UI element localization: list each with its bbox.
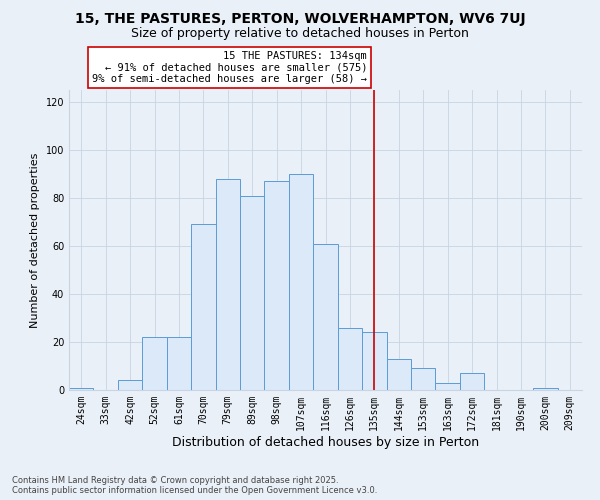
Bar — [191, 224, 215, 390]
Bar — [215, 179, 240, 390]
Bar — [167, 337, 191, 390]
Bar — [142, 337, 167, 390]
Bar — [460, 373, 484, 390]
Text: 15 THE PASTURES: 134sqm
← 91% of detached houses are smaller (575)
9% of semi-de: 15 THE PASTURES: 134sqm ← 91% of detache… — [92, 51, 367, 84]
Bar — [313, 244, 338, 390]
Text: 15, THE PASTURES, PERTON, WOLVERHAMPTON, WV6 7UJ: 15, THE PASTURES, PERTON, WOLVERHAMPTON,… — [74, 12, 526, 26]
Bar — [436, 383, 460, 390]
Text: Size of property relative to detached houses in Perton: Size of property relative to detached ho… — [131, 28, 469, 40]
Bar — [338, 328, 362, 390]
Bar — [118, 380, 142, 390]
Bar — [362, 332, 386, 390]
X-axis label: Distribution of detached houses by size in Perton: Distribution of detached houses by size … — [172, 436, 479, 448]
Y-axis label: Number of detached properties: Number of detached properties — [30, 152, 40, 328]
Bar — [386, 359, 411, 390]
Bar — [411, 368, 436, 390]
Text: Contains HM Land Registry data © Crown copyright and database right 2025.
Contai: Contains HM Land Registry data © Crown c… — [12, 476, 377, 495]
Bar — [289, 174, 313, 390]
Bar — [69, 388, 94, 390]
Bar — [240, 196, 265, 390]
Bar — [265, 181, 289, 390]
Bar — [533, 388, 557, 390]
